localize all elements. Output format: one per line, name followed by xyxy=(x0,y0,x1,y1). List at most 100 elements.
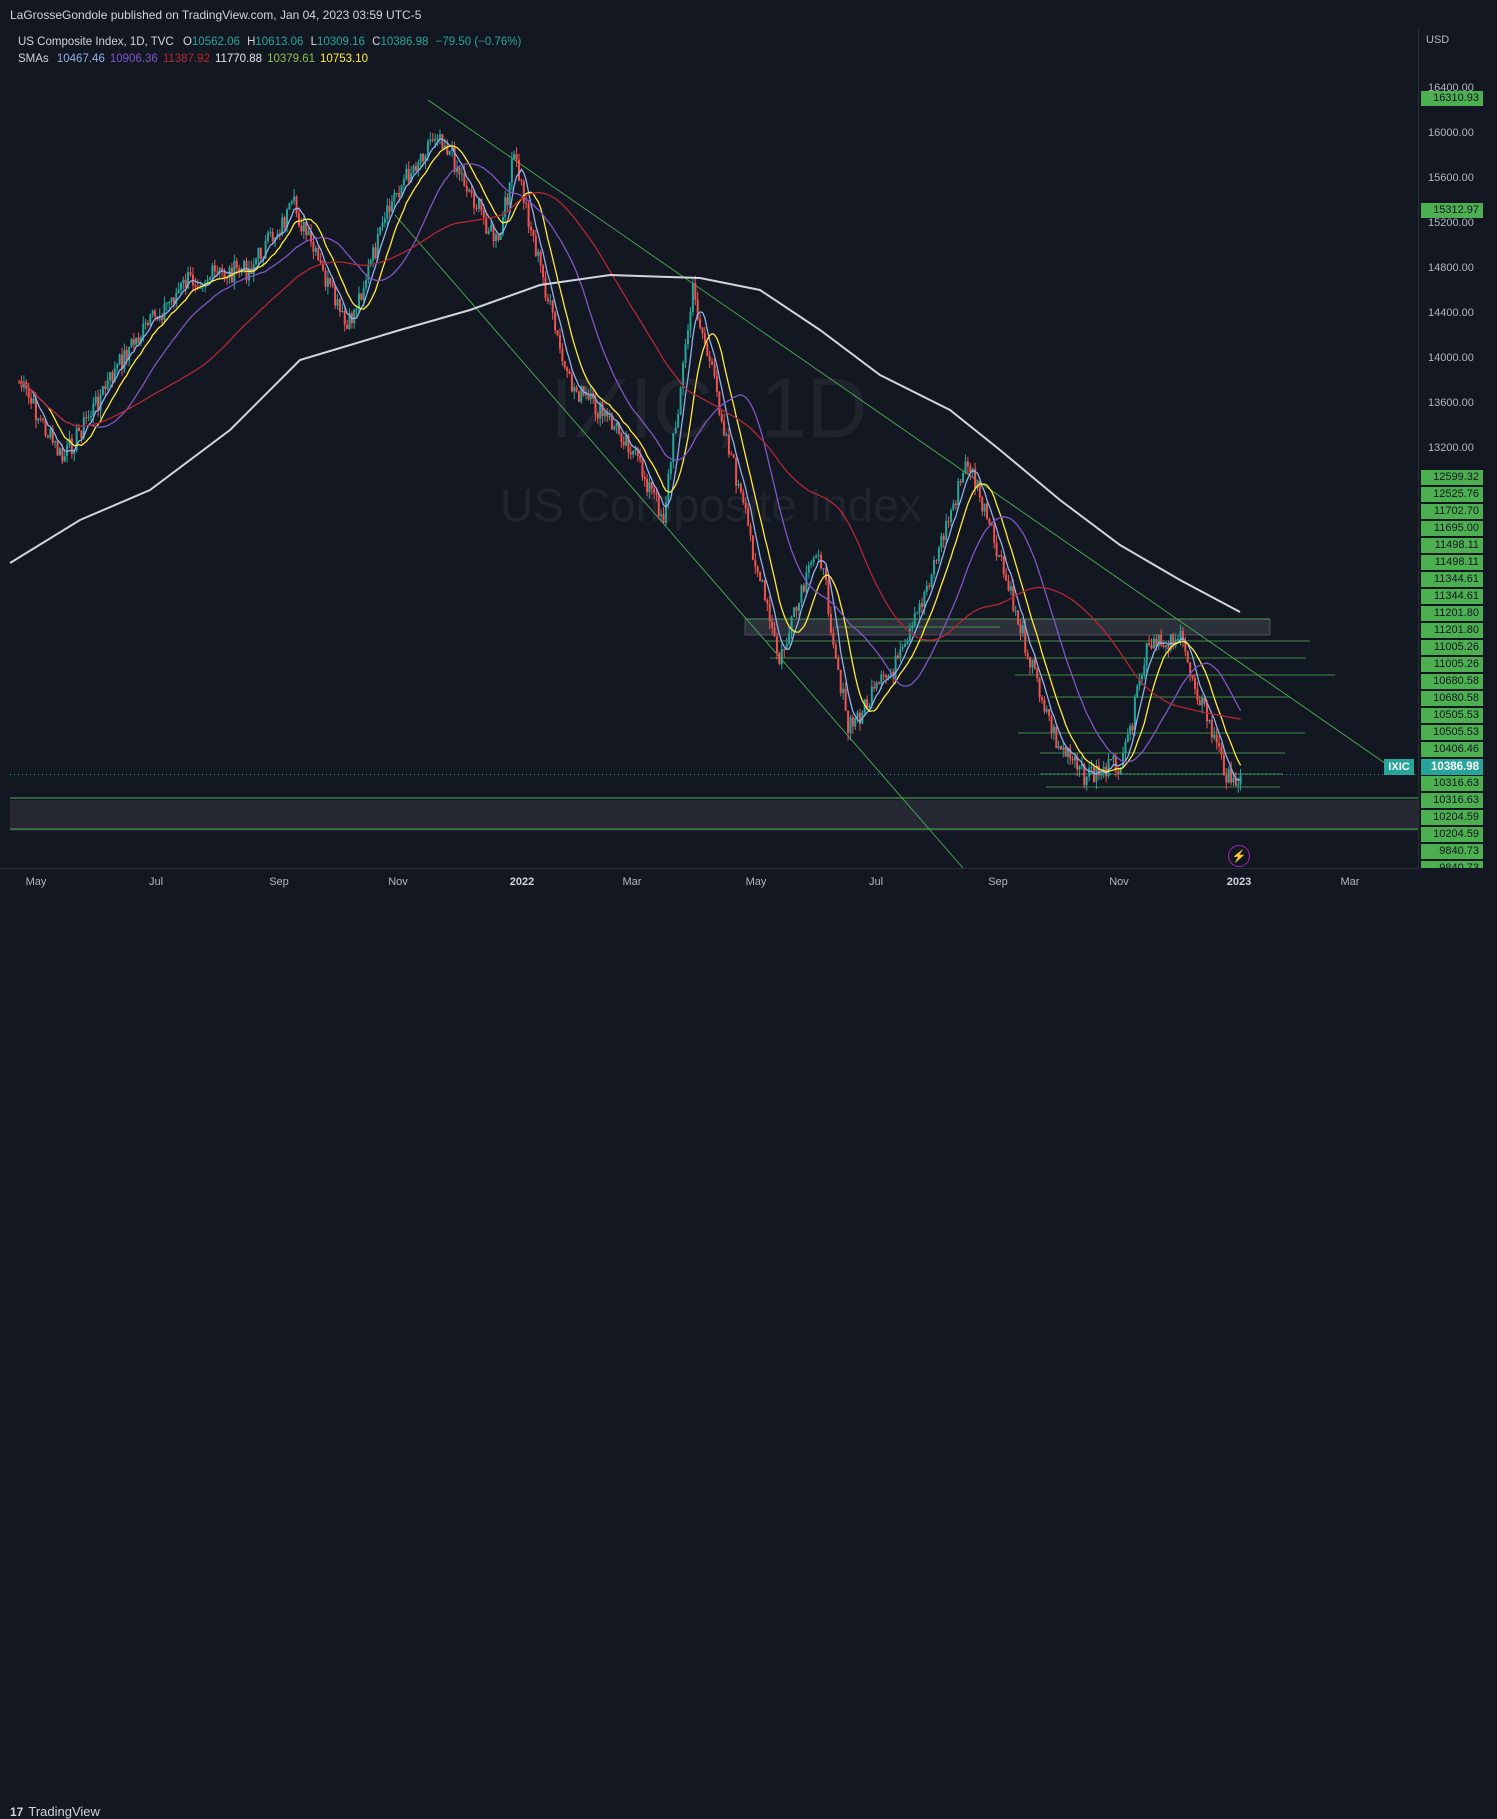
candle-body-499 xyxy=(1213,734,1216,738)
candle-body-156 xyxy=(390,201,393,212)
candle-body-507 xyxy=(1232,778,1235,783)
candle-body-30 xyxy=(89,415,92,418)
candle-body-187 xyxy=(465,185,468,192)
candle-body-291 xyxy=(713,364,716,377)
candle-body-119 xyxy=(302,221,305,232)
chart-area[interactable] xyxy=(0,28,1497,898)
candle-body-482 xyxy=(1172,634,1175,646)
candle-body-202 xyxy=(501,216,504,235)
time-axis[interactable] xyxy=(0,868,1418,899)
candle-body-40 xyxy=(113,368,116,382)
watermark-symbol: IXIC, 1D xyxy=(550,361,868,455)
candle-body-279 xyxy=(684,344,687,363)
candle-body-246 xyxy=(606,412,609,417)
candle-body-155 xyxy=(388,205,391,212)
candle-body-468 xyxy=(1138,679,1141,687)
time-tick-10: 2023 xyxy=(1226,876,1252,888)
candle-body-14 xyxy=(51,429,54,443)
price-tick-7: 13600.00 xyxy=(1428,397,1474,409)
candle-body-51 xyxy=(139,337,142,343)
time-tick-7: Jul xyxy=(868,876,884,888)
candle-body-79 xyxy=(206,279,209,283)
candle-body-72 xyxy=(189,272,192,275)
candle-body-2 xyxy=(22,381,25,388)
candle-body-350 xyxy=(856,712,859,718)
candle-body-366 xyxy=(894,655,897,678)
open-label: O xyxy=(182,36,192,48)
candle-body-374 xyxy=(913,613,916,626)
candle-body-101 xyxy=(259,247,262,260)
candle-body-378 xyxy=(923,591,926,607)
candle-body-136 xyxy=(343,311,346,325)
candle-body-328 xyxy=(802,585,805,592)
candle-body-65 xyxy=(172,297,175,304)
sma-label[interactable]: SMAs xyxy=(18,53,49,65)
candle-body-129 xyxy=(326,277,329,287)
candle-body-401 xyxy=(978,481,981,498)
candle-body-451 xyxy=(1097,765,1100,776)
price-tick-8: 13200.00 xyxy=(1428,442,1474,454)
candle-body-200 xyxy=(497,234,500,240)
candle-body-274 xyxy=(672,433,675,463)
candle-body-114 xyxy=(290,201,293,204)
candle-body-422 xyxy=(1029,656,1032,668)
candle-body-487 xyxy=(1184,640,1187,652)
candle-body-317 xyxy=(775,636,778,653)
time-tick-11: Mar xyxy=(1340,876,1360,888)
candle-body-496 xyxy=(1206,703,1209,722)
candle-body-375 xyxy=(916,612,919,614)
candle-body-112 xyxy=(285,209,288,228)
stack-label-10: 11005.26 xyxy=(1421,640,1483,655)
candle-body-233 xyxy=(575,387,578,392)
candle-body-326 xyxy=(797,602,800,611)
candle-body-100 xyxy=(257,247,260,259)
stack-label-low-5: 9840.73 xyxy=(1421,861,1483,868)
candle-body-135 xyxy=(341,311,344,313)
candle-body-361 xyxy=(882,674,885,676)
candle-body-301 xyxy=(737,484,740,486)
candle-body-446 xyxy=(1085,776,1088,786)
candle-body-50 xyxy=(137,337,140,343)
price-chart[interactable] xyxy=(0,28,1497,898)
candle-body-247 xyxy=(608,416,611,418)
candle-body-86 xyxy=(223,271,226,278)
symbol-title[interactable]: US Composite Index, 1D, TVC xyxy=(18,36,174,48)
candle-body-408 xyxy=(995,542,998,557)
price-tick-4: 14800.00 xyxy=(1428,262,1474,274)
stack-label-1: 12525.76 xyxy=(1421,487,1483,502)
candle-body-313 xyxy=(766,600,769,604)
stack-label-low-4: 9840.73 xyxy=(1421,844,1483,859)
candle-body-395 xyxy=(964,461,967,474)
candle-body-430 xyxy=(1048,709,1051,717)
candle-body-400 xyxy=(976,481,979,489)
candle-body-409 xyxy=(997,555,1000,557)
candle-body-67 xyxy=(177,289,180,293)
candle-body-299 xyxy=(732,455,735,458)
candle-body-35 xyxy=(101,386,104,395)
candle-body-218 xyxy=(539,251,542,266)
candle-body-402 xyxy=(981,497,984,512)
candle-body-158 xyxy=(395,193,398,195)
candle-body-429 xyxy=(1045,709,1048,712)
lightning-icon[interactable]: ⚡ xyxy=(1228,845,1250,867)
stack-label-9: 11201.80 xyxy=(1421,623,1483,638)
candle-body-277 xyxy=(679,387,682,415)
candle-body-64 xyxy=(170,297,173,302)
candle-body-423 xyxy=(1031,659,1034,668)
candle-body-355 xyxy=(868,705,871,708)
candle-body-368 xyxy=(899,648,902,659)
tradingview-logo[interactable]: 17 TradingView xyxy=(10,1804,100,1819)
candle-body-15 xyxy=(54,441,57,443)
candle-body-237 xyxy=(585,393,588,396)
candle-body-392 xyxy=(957,481,960,506)
candle-body-289 xyxy=(708,355,711,362)
candle-body-371 xyxy=(906,640,909,644)
candle-body-231 xyxy=(570,374,573,392)
candle-body-307 xyxy=(751,535,754,560)
candle-body-55 xyxy=(149,314,152,326)
candle-body-459 xyxy=(1117,771,1120,774)
candle-body-209 xyxy=(517,159,520,181)
candle-body-214 xyxy=(530,226,533,231)
candle-body-142 xyxy=(357,293,360,310)
candle-body-185 xyxy=(460,173,463,175)
